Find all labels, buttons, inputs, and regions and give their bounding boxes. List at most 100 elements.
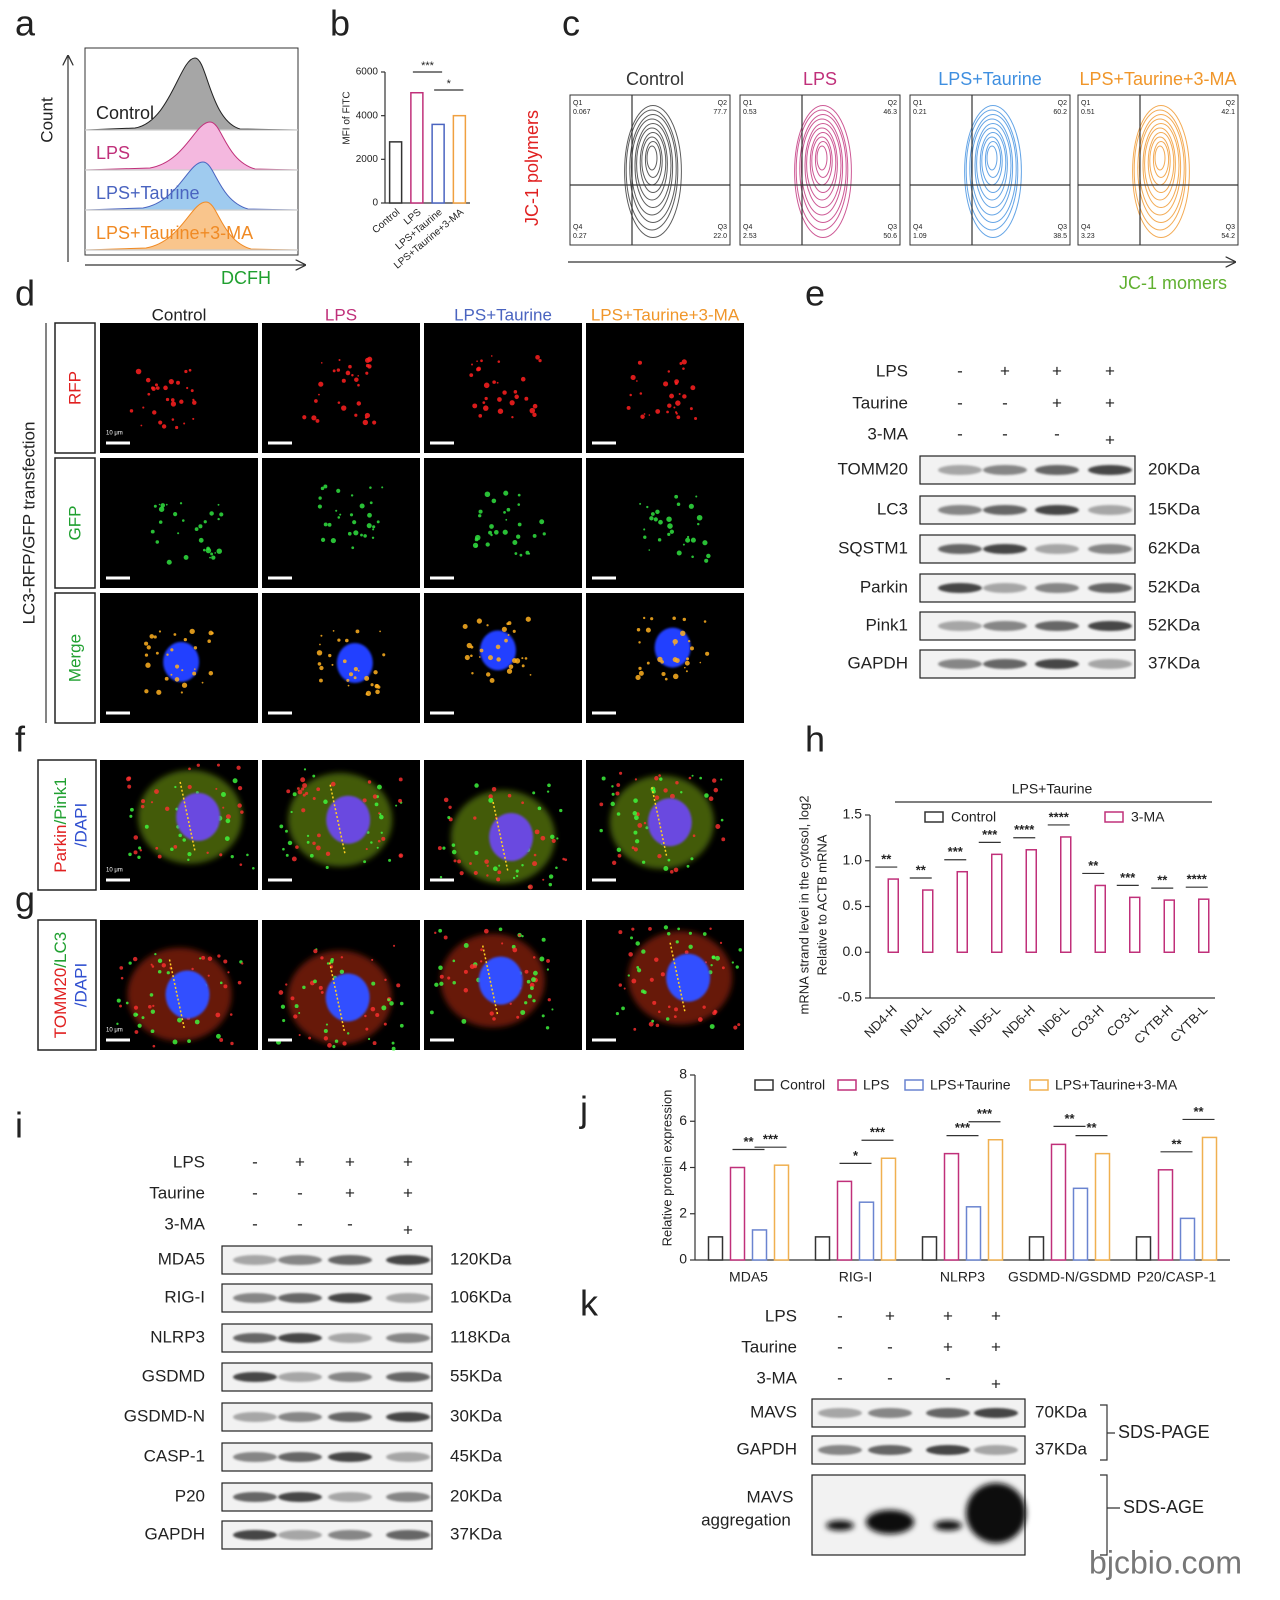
puncta (342, 1041, 347, 1046)
contour (1154, 145, 1166, 171)
puncta (506, 668, 513, 674)
bar (707, 1236, 724, 1261)
puncta (611, 792, 615, 796)
size-label: 30KDa (450, 1406, 503, 1425)
puncta (525, 616, 531, 622)
significance-label: *** (977, 1106, 993, 1121)
blot-band (983, 659, 1027, 669)
puncta (152, 410, 157, 415)
puncta (708, 796, 714, 802)
puncta (715, 824, 721, 829)
puncta (327, 522, 332, 527)
quadrant-label: Q3 (888, 224, 897, 231)
size-label: 52KDa (1148, 577, 1201, 596)
blot-smear (934, 1520, 962, 1531)
micrograph (424, 458, 582, 588)
condition-sign: + (991, 1306, 1001, 1325)
puncta (148, 1004, 152, 1009)
puncta (363, 534, 367, 538)
puncta (128, 961, 132, 965)
stain-label: Parkin/Pink1 (51, 777, 70, 872)
size-label: 20KDa (450, 1486, 503, 1505)
puncta (337, 516, 341, 519)
puncta (219, 1038, 224, 1042)
histogram-label: LPS+Taurine+3-MA (96, 223, 253, 243)
blot-band (278, 1293, 322, 1303)
legend-swatch (904, 1079, 924, 1091)
puncta (152, 1044, 156, 1048)
bar (814, 1236, 831, 1261)
nucleus (647, 798, 692, 847)
puncta (287, 840, 293, 846)
puncta (337, 401, 341, 404)
blot-band (233, 1293, 277, 1303)
puncta (719, 941, 723, 944)
significance-label: ** (916, 862, 927, 877)
plot-title: Control (626, 69, 684, 89)
puncta (702, 932, 707, 936)
puncta (675, 781, 679, 785)
nucleus (478, 956, 523, 1005)
puncta (447, 976, 451, 980)
blot-band (926, 1408, 970, 1418)
puncta (610, 801, 615, 807)
puncta (675, 400, 681, 406)
puncta (696, 514, 703, 521)
contour (799, 114, 847, 223)
blot-band (278, 1530, 322, 1540)
blot-band (233, 1412, 277, 1422)
puncta (144, 641, 149, 646)
puncta (129, 409, 134, 413)
puncta (438, 928, 443, 933)
puncta (731, 961, 735, 964)
puncta (737, 1023, 741, 1027)
puncta (332, 1045, 336, 1049)
contour (809, 132, 837, 193)
puncta (339, 513, 342, 516)
puncta (378, 812, 381, 815)
significance-label: *** (1120, 870, 1136, 885)
nucleus (336, 642, 373, 683)
puncta (150, 1009, 156, 1014)
puncta (187, 858, 190, 862)
puncta (285, 983, 288, 986)
puncta (601, 776, 606, 781)
puncta (537, 806, 542, 811)
puncta (293, 1014, 298, 1019)
puncta (157, 854, 162, 859)
puncta (302, 415, 307, 420)
puncta (381, 486, 384, 489)
puncta (219, 512, 224, 517)
puncta (211, 631, 214, 635)
puncta (175, 664, 180, 669)
nucleus (654, 627, 691, 668)
puncta (227, 971, 230, 974)
puncta (503, 490, 509, 496)
contour (795, 109, 849, 231)
blot-band (938, 465, 982, 475)
puncta (381, 1005, 387, 1011)
puncta (312, 797, 316, 801)
blot-band (386, 1492, 430, 1502)
puncta (161, 963, 166, 968)
micrograph (262, 458, 420, 588)
puncta (559, 808, 563, 813)
legend-label: Control (951, 809, 996, 825)
condition-sign: - (347, 1214, 353, 1233)
puncta (144, 653, 149, 657)
puncta (663, 866, 669, 871)
puncta (230, 1041, 234, 1046)
puncta (364, 1014, 367, 1018)
puncta (682, 617, 687, 622)
blot-band (328, 1255, 372, 1265)
puncta (642, 990, 647, 995)
puncta (640, 414, 645, 419)
puncta (615, 1012, 619, 1016)
puncta (170, 847, 174, 852)
puncta (721, 966, 725, 970)
size-label: 106KDa (450, 1287, 512, 1306)
x-tick-label: ND5-L (966, 1002, 1003, 1039)
puncta (302, 793, 306, 797)
puncta (637, 360, 643, 365)
quadrant-label: Q1 (913, 100, 922, 107)
